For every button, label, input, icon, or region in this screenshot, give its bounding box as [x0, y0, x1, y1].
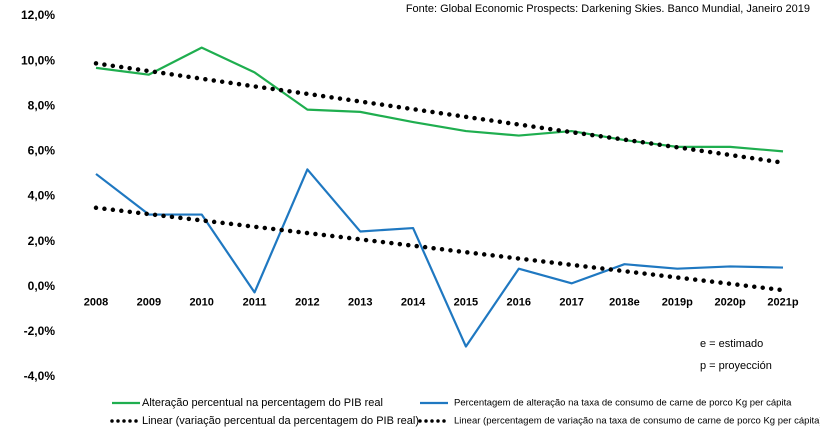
x-tick-label: 2014	[401, 297, 426, 309]
y-tick-label: 10,0%	[21, 53, 55, 67]
legend-label: Linear (percentagem de variação na taxa …	[454, 416, 820, 427]
x-tick-label: 2010	[189, 297, 213, 309]
y-tick-label: 6,0%	[28, 144, 56, 158]
y-tick-label: 12,0%	[21, 8, 55, 22]
x-tick-label: 2012	[295, 297, 319, 309]
legend-label: Alteração percentual na percentagem do P…	[142, 397, 383, 409]
annotation: p = proyección	[700, 360, 772, 372]
y-tick-label: 2,0%	[28, 234, 56, 248]
x-tick-label: 2015	[454, 297, 478, 309]
series-line	[95, 168, 784, 348]
y-tick-label: 0,0%	[28, 279, 56, 293]
y-tick-label: -2,0%	[24, 324, 56, 338]
legend-label: Percentagem de alteração na taxa de cons…	[454, 398, 792, 409]
x-tick-label: 2009	[137, 297, 161, 309]
series-line	[93, 61, 786, 165]
y-tick-label: 4,0%	[28, 189, 56, 203]
x-tick-label: 2016	[507, 297, 531, 309]
x-tick-label: 2018e	[609, 297, 640, 309]
series-line	[93, 205, 786, 293]
x-tick-label: 2021p	[767, 297, 798, 309]
y-tick-label: 8,0%	[28, 98, 56, 112]
source: Fonte: Global Economic Prospects: Darken…	[406, 3, 810, 15]
x-tick-label: 2008	[84, 297, 108, 309]
x-tick-label: 2017	[559, 297, 583, 309]
x-tick-label: 2019p	[662, 297, 693, 309]
x-tick-label: 2013	[348, 297, 372, 309]
legend-label: Linear (variação percentual da percentag…	[142, 415, 419, 427]
y-tick-label: -4,0%	[24, 369, 56, 383]
x-tick-label: 2011	[243, 297, 267, 309]
annotation: e = estimado	[700, 338, 763, 350]
x-tick-label: 2020p	[715, 297, 746, 309]
series-line	[95, 46, 784, 153]
